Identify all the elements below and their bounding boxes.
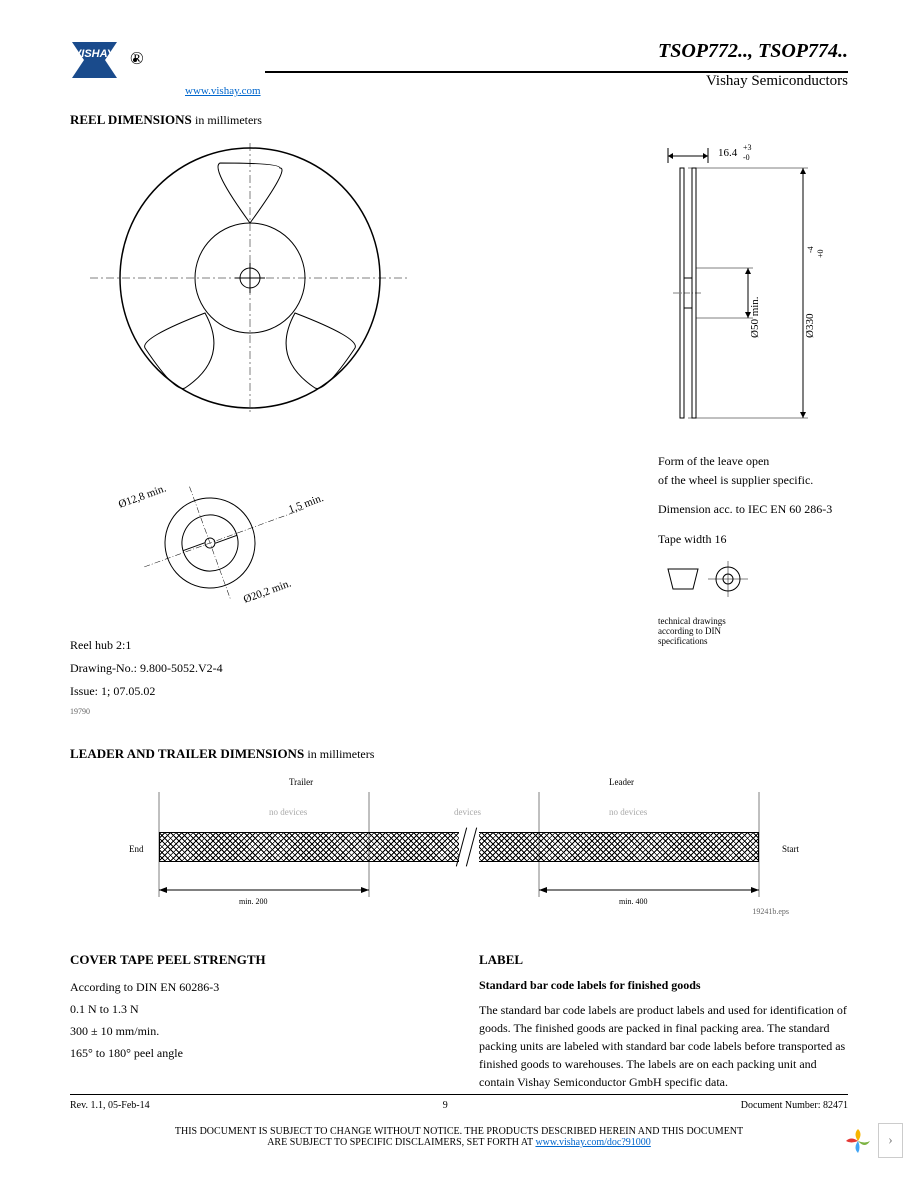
peel-line2: 0.1 N to 1.3 N [70, 1000, 439, 1018]
reel-note3: Dimension acc. to IEC EN 60 286-3 [658, 500, 848, 519]
trailer-dim: min. 200 [239, 897, 267, 906]
reel-note4: Tape width 16 [658, 530, 848, 549]
part-number: TSOP772.., TSOP774.. [165, 40, 848, 63]
svg-text:Ø50 min.: Ø50 min. [749, 296, 761, 338]
hub-inner-dim: Ø12,8 min. [117, 483, 168, 511]
reel-hub-svg: Ø12,8 min. Ø20,2 min. 1,5 min. [70, 483, 350, 623]
reel-diagram: Ø12,8 min. Ø20,2 min. 1,5 min. Reel hub … [70, 138, 848, 716]
drawing-issue: Issue: 1; 07.05.02 [70, 684, 430, 699]
reel-side-svg: 16.4 +3 -0 Ø50 min. [658, 138, 848, 438]
page-footer: Rev. 1.1, 05-Feb-14 9 Document Number: 8… [70, 1094, 848, 1148]
reel-note2: of the wheel is supplier specific. [658, 471, 848, 490]
tech-note2: according to DIN [658, 626, 848, 636]
leader-unit: in millimeters [307, 747, 374, 761]
nav-logo-icon[interactable] [843, 1126, 873, 1156]
reel-unit: in millimeters [195, 113, 262, 127]
label-body: The standard bar code labels are product… [479, 1001, 848, 1091]
tech-note3: specifications [658, 636, 848, 646]
reel-section-title: REEL DIMENSIONS in millimeters [70, 112, 848, 128]
vishay-logo: VISHAY ® [70, 40, 165, 80]
peel-line3: 300 ± 10 mm/min. [70, 1022, 439, 1040]
header-subtitle: Vishay Semiconductors [165, 73, 848, 90]
svg-text:®: ® [130, 48, 144, 68]
reel-note1: Form of the leave open [658, 452, 848, 471]
peel-line1: According to DIN EN 60286-3 [70, 978, 439, 996]
logo-block: VISHAY ® [70, 40, 165, 80]
reel-doc-ref: 19790 [70, 707, 430, 716]
nav-next-button[interactable]: › [878, 1123, 903, 1158]
hub-label: Reel hub 2:1 [70, 638, 430, 653]
drawing-number: Drawing-No.: 9.800-5052.V2-4 [70, 661, 430, 676]
tech-note1: technical drawings [658, 616, 848, 626]
reel-title-text: REEL DIMENSIONS [70, 112, 192, 127]
peel-title: COVER TAPE PEEL STRENGTH [70, 952, 439, 968]
leader-doc-ref: 19241b.eps [752, 907, 789, 916]
peel-line4: 165° to 180° peel angle [70, 1044, 439, 1062]
disclaimer-2: ARE SUBJECT TO SPECIFIC DISCLAIMERS, SET… [267, 1137, 533, 1148]
disclaimer-url[interactable]: www.vishay.com/doc?91000 [535, 1137, 650, 1148]
label-title: LABEL [479, 952, 848, 968]
leader-diagram: Trailer Leader no devices devices no dev… [119, 772, 799, 922]
disclaimer-1: THIS DOCUMENT IS SUBJECT TO CHANGE WITHO… [70, 1126, 848, 1137]
footer-docnum: Document Number: 82471 [741, 1100, 848, 1111]
bottom-columns: COVER TAPE PEEL STRENGTH According to DI… [70, 952, 848, 1091]
svg-text:+3: +3 [743, 143, 752, 152]
svg-text:16.4: 16.4 [718, 147, 738, 159]
nav-widget: › [843, 1123, 903, 1158]
footer-rev: Rev. 1.1, 05-Feb-14 [70, 1100, 150, 1111]
projection-symbol [658, 559, 778, 604]
leader-dim: min. 400 [619, 897, 647, 906]
svg-text:-0: -0 [743, 153, 750, 162]
reel-front-svg [70, 138, 430, 468]
hub-outer-dim: Ø20,2 min. [242, 577, 293, 605]
label-subtitle: Standard bar code labels for finished go… [479, 978, 848, 993]
page-header: VISHAY ® TSOP772.., TSOP774.. Vishay Sem… [70, 40, 848, 90]
leader-section-title: LEADER AND TRAILER DIMENSIONS in millime… [70, 746, 848, 762]
leader-title-text: LEADER AND TRAILER DIMENSIONS [70, 746, 304, 761]
svg-text:Ø330: Ø330 [804, 313, 816, 338]
svg-text:VISHAY: VISHAY [74, 48, 116, 60]
svg-text:-4: -4 [806, 246, 815, 253]
leader-dims-svg [119, 772, 799, 922]
hub-slot-dim: 1,5 min. [287, 492, 326, 516]
svg-text:+0: +0 [816, 249, 825, 258]
footer-page: 9 [443, 1100, 448, 1111]
